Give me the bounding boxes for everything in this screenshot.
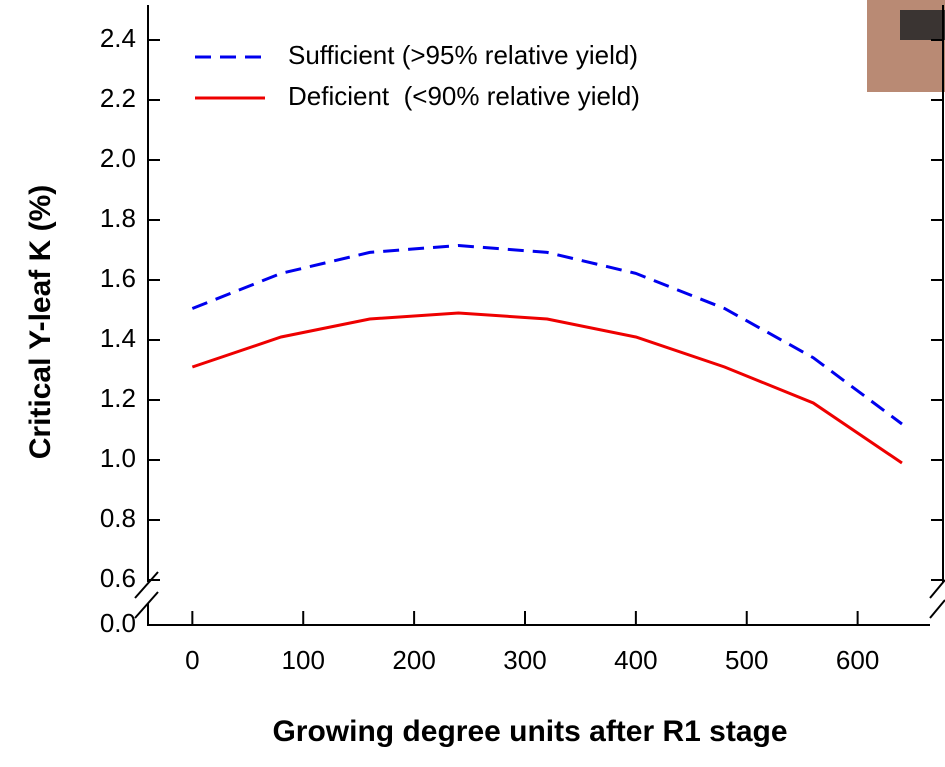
y-tick-label: 2.0 — [100, 143, 136, 173]
x-tick-label: 300 — [503, 645, 546, 675]
legend-label: Deficient (<90% relative yield) — [288, 81, 640, 111]
x-tick-label: 200 — [392, 645, 435, 675]
y-tick-label: 2.2 — [100, 83, 136, 113]
y-tick-label: 1.2 — [100, 383, 136, 413]
y-tick-label: 0.6 — [100, 563, 136, 593]
y-tick-label: 1.0 — [100, 443, 136, 473]
axis-break — [134, 571, 945, 619]
y-tick-label: 1.8 — [100, 203, 136, 233]
y-tick-label: 0.8 — [100, 503, 136, 533]
y-tick-label: 1.6 — [100, 263, 136, 293]
legend-label: Sufficient (>95% relative yield) — [288, 40, 638, 70]
x-axis-label: Growing degree units after R1 stage — [272, 715, 787, 748]
series-line — [191, 311, 903, 465]
x-tick-label: 500 — [725, 645, 768, 675]
series-line — [191, 243, 903, 426]
y-tick-label: 1.4 — [100, 323, 136, 353]
y-tick-label: 0.0 — [100, 608, 136, 638]
x-tick-label: 0 — [185, 645, 199, 675]
photo-detail — [900, 10, 945, 40]
x-tick-label: 100 — [282, 645, 325, 675]
y-tick-label: 2.4 — [100, 23, 136, 53]
y-axis-label: Critical Y-leaf K (%) — [24, 185, 57, 460]
x-tick-label: 400 — [614, 645, 657, 675]
x-tick-label: 600 — [836, 645, 879, 675]
x-axis — [147, 603, 930, 626]
